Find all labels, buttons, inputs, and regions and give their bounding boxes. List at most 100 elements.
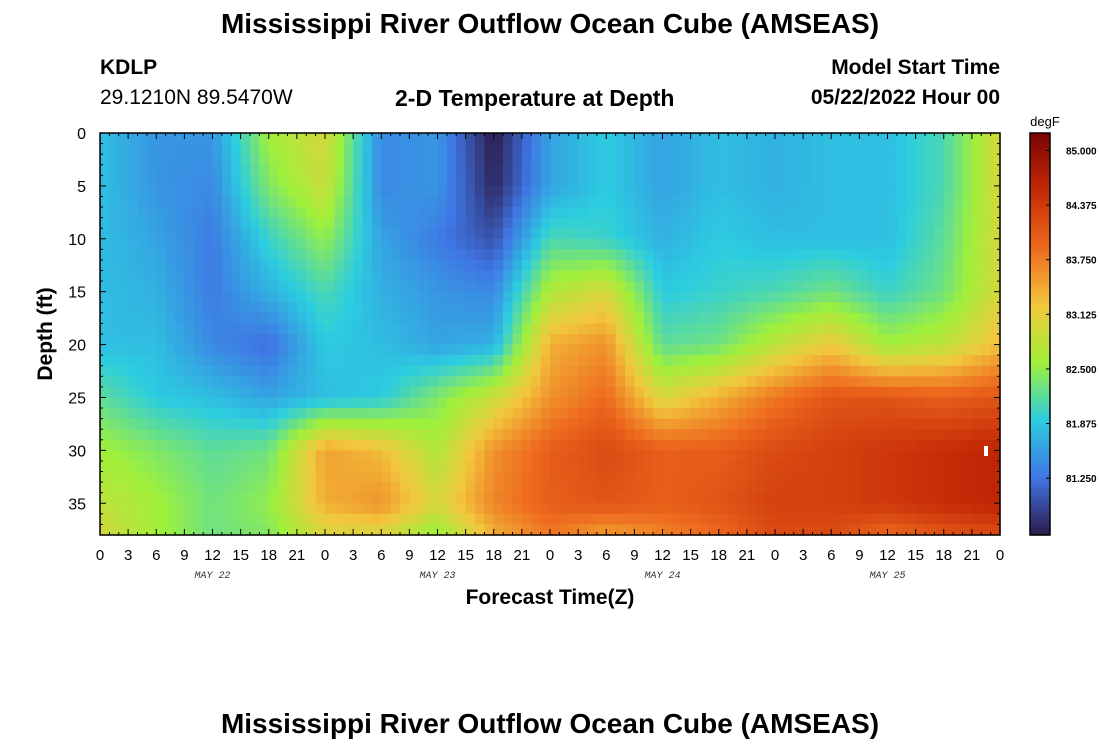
heatmap-cell: [296, 408, 307, 420]
heatmap-cell: [578, 524, 589, 536]
heatmap-cell: [896, 291, 907, 303]
x-tick-label: 0: [96, 547, 104, 564]
heatmap-cell: [615, 154, 626, 166]
heatmap-cell: [615, 249, 626, 261]
heatmap-cell: [653, 270, 664, 282]
heatmap-cell: [990, 302, 1001, 314]
heatmap-cell: [840, 344, 851, 356]
heatmap-cell: [662, 302, 673, 314]
heatmap-cell: [100, 376, 110, 388]
heatmap-cell: [643, 196, 654, 208]
colorbar-band: [1030, 478, 1050, 482]
heatmap-cell: [850, 238, 860, 250]
heatmap-cell: [812, 238, 823, 250]
heatmap-cell: [503, 312, 514, 325]
heatmap-cell: [850, 355, 860, 367]
heatmap-cell: [653, 418, 664, 430]
heatmap-cell: [953, 217, 964, 229]
heatmap-cell: [953, 228, 964, 240]
heatmap-cell: [915, 164, 926, 176]
heatmap-cell: [671, 291, 682, 303]
heatmap-cell: [690, 249, 701, 261]
heatmap-cell: [362, 238, 373, 250]
heatmap-cell: [325, 418, 335, 430]
colorbar-band: [1030, 153, 1050, 158]
heatmap-cell: [268, 291, 279, 303]
heatmap-cell: [128, 408, 139, 420]
heatmap-cell: [465, 460, 476, 473]
heatmap-cell: [793, 408, 804, 420]
heatmap-cell: [878, 228, 889, 240]
heatmap-cell: [212, 281, 223, 293]
heatmap-cell: [146, 450, 157, 462]
x-tick-label: 21: [739, 547, 756, 564]
heatmap-cell: [775, 397, 785, 409]
heatmap-cell: [456, 524, 467, 536]
heatmap-cell: [409, 143, 420, 155]
heatmap-cell: [540, 386, 551, 399]
heatmap-cell: [381, 450, 392, 462]
heatmap-cell: [737, 344, 748, 356]
heatmap-cell: [484, 207, 495, 219]
heatmap-cell: [765, 344, 776, 356]
heatmap-cell: [418, 386, 429, 399]
heatmap-cell: [137, 429, 148, 441]
heatmap-cell: [840, 207, 851, 219]
colorbar-band: [1030, 531, 1050, 536]
heatmap-cell: [203, 524, 214, 536]
x-axis: 0 3 6 9 12 15 18 21 0 3 6 9 12 15 18 21 0 3 6 9 12 15 18 21 0 3 6 9…: [96, 133, 1004, 582]
heatmap-cell: [221, 291, 232, 303]
heatmap-cell: [681, 238, 692, 250]
heatmap-cell: [859, 323, 870, 335]
heatmap-cell: [934, 291, 945, 303]
heatmap-cell: [606, 376, 617, 388]
heatmap-cell: [146, 291, 157, 303]
colorbar-band: [1030, 357, 1050, 362]
heatmap-cell: [203, 217, 214, 229]
heatmap-cell: [137, 450, 148, 462]
heatmap-cell: [437, 355, 448, 367]
heatmap-cell: [878, 143, 889, 155]
heatmap-cell: [981, 344, 992, 356]
heatmap-cell: [334, 259, 345, 272]
heatmap-cell: [746, 281, 757, 293]
heatmap-cell: [306, 386, 317, 399]
colorbar-band: [1030, 504, 1050, 509]
colorbar-band: [1030, 407, 1050, 412]
heatmap-cell: [343, 196, 354, 208]
heatmap-cell: [653, 376, 664, 388]
heatmap-cell: [456, 175, 467, 187]
heatmap-cell: [118, 312, 129, 325]
heatmap-cell: [259, 164, 270, 176]
heatmap-cell: [681, 281, 692, 293]
heatmap-cell: [765, 207, 776, 219]
heatmap-cell: [746, 291, 757, 303]
heatmap-cell: [540, 133, 551, 145]
heatmap-cell: [568, 503, 579, 515]
heatmap-cell: [821, 133, 832, 145]
colorbar-band: [1030, 380, 1050, 385]
heatmap-cell: [156, 386, 167, 399]
heatmap-cell: [456, 355, 467, 367]
heatmap-cell: [587, 238, 598, 250]
heatmap-cell: [671, 154, 682, 166]
heatmap-cell: [971, 154, 982, 166]
heatmap-cell: [193, 302, 204, 314]
heatmap-cell: [503, 365, 514, 377]
heatmap-cell: [943, 164, 954, 176]
heatmap-cell: [334, 143, 345, 155]
heatmap-cell: [456, 164, 467, 176]
heatmap-cell: [681, 386, 692, 399]
heatmap-cell: [193, 524, 204, 536]
heatmap-cell: [503, 259, 514, 272]
heatmap-cell: [812, 397, 823, 409]
heatmap-cell: [100, 439, 110, 451]
heatmap-cell: [165, 143, 176, 155]
heatmap-cell: [100, 228, 110, 240]
heatmap-cell: [259, 513, 270, 526]
heatmap-cell: [812, 291, 823, 303]
heatmap-cell: [409, 164, 420, 176]
heatmap-cell: [203, 513, 214, 526]
heatmap-cell: [615, 386, 626, 399]
heatmap-cell: [981, 482, 992, 494]
